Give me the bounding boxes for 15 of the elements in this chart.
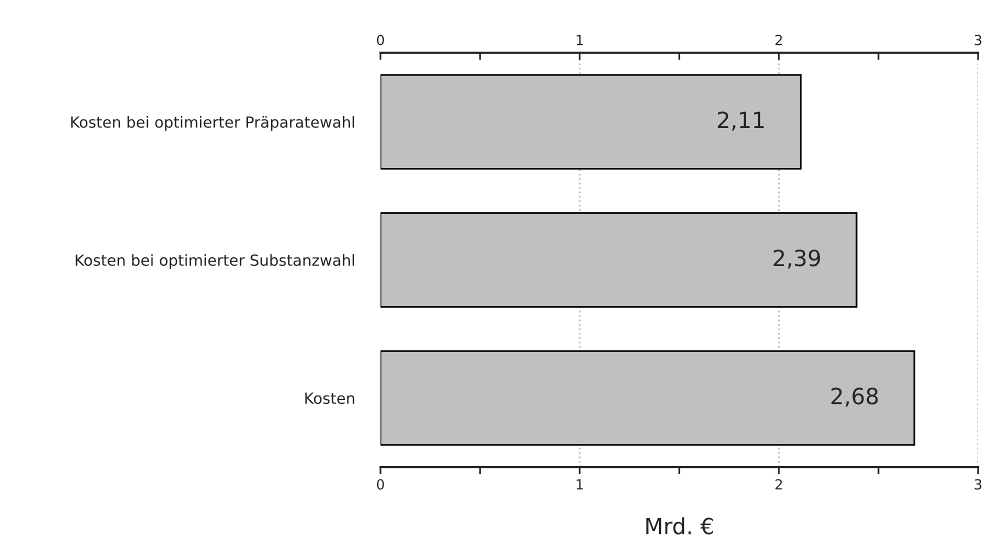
x2-tick-label: 3 (974, 479, 982, 490)
y-tick-label: Kosten bei optimierter Substanzwahl (76, 254, 354, 269)
data-label: 2,11 (718, 111, 764, 131)
x2-tick-label: 1 (576, 479, 583, 490)
y-tick-label: Kosten bei optimierter Präparatewahl (71, 116, 354, 131)
x-tick-label: 2 (775, 34, 782, 46)
x2-tick-label: 2 (775, 479, 782, 490)
x-tick-label: 0 (376, 34, 384, 46)
x-axis-title: Mrd. € (646, 517, 713, 534)
y-tick-label: Kosten (305, 392, 354, 404)
x2-tick-label: 0 (376, 479, 384, 490)
x-tick-label: 3 (974, 34, 982, 46)
data-label: 2,39 (774, 250, 820, 269)
x-tick-label: 1 (576, 34, 583, 46)
data-label: 2,68 (831, 388, 878, 407)
